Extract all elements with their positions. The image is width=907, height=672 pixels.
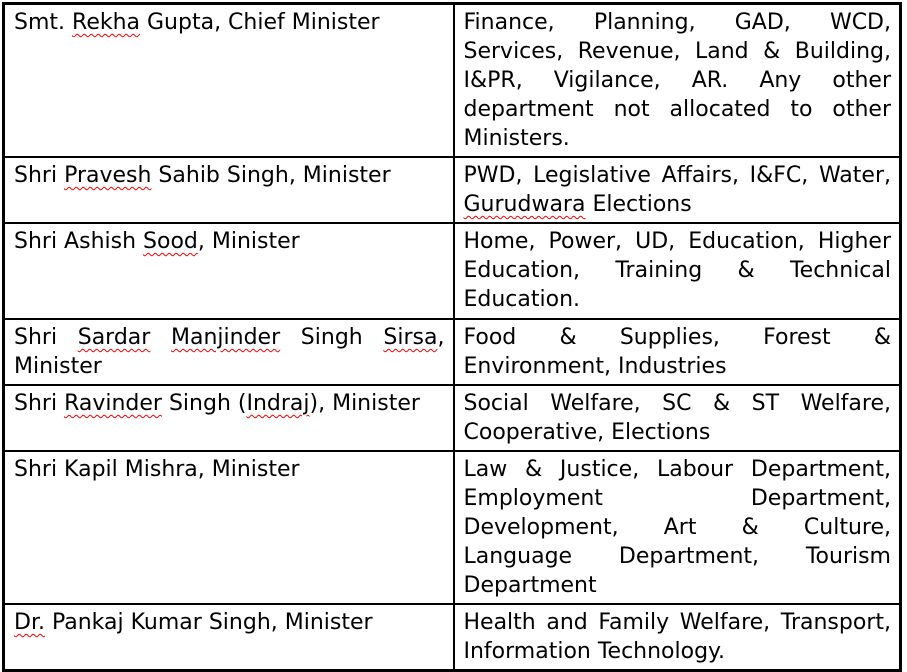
minister-name-cell: Shri Kapil Mishra, Minister (2, 450, 455, 605)
minister-name-cell: Shri Pravesh Sahib Singh, Minister (2, 156, 455, 224)
table-row: Smt. Rekha Gupta, Chief Minister Finance… (2, 2, 902, 158)
portfolio-cell: Law & Justice, Labour Department, Employ… (452, 450, 902, 605)
cell-text (150, 325, 171, 350)
misspelled-word: Indraj (246, 391, 310, 416)
table-row: Shri Kapil Mishra, Minister Law & Justic… (2, 450, 902, 605)
cell-text: Shri (14, 163, 65, 188)
minister-name-cell: Shri Ashish Sood, Minister (2, 222, 455, 320)
cell-text: Shri (14, 325, 78, 350)
cell-text: Law & Justice, Labour Department, Employ… (463, 457, 892, 598)
table-row: Shri Sardar Manjinder Singh Sirsa, Minis… (2, 318, 902, 386)
table-row: Shri Pravesh Sahib Singh, Minister PWD, … (2, 156, 902, 224)
cell-text: Smt. (14, 10, 73, 35)
cell-text: Singh (280, 325, 384, 350)
cell-text: Finance, Planning, GAD, WCD, Services, R… (463, 10, 892, 151)
misspelled-word: Pravesh (64, 163, 152, 188)
cell-text: Sahib Singh, Minister (151, 163, 391, 188)
minister-name-cell: Smt. Rekha Gupta, Chief Minister (2, 2, 455, 158)
portfolio-cell: Food & Supplies, Forest & Environment, I… (452, 318, 902, 386)
cell-text: Home, Power, UD, Education, Higher Educa… (463, 229, 892, 312)
minister-name-cell: Dr. Pankaj Kumar Singh, Minister (2, 603, 455, 672)
portfolio-cell: Health and Family Welfare, Transport, In… (452, 603, 902, 672)
minister-name-cell: Shri Ravinder Singh (Indraj), Minister (2, 384, 455, 452)
cell-text: Gupta, Chief Minister (140, 10, 380, 35)
table-row: Dr. Pankaj Kumar Singh, Minister Health … (2, 603, 902, 672)
portfolio-cell: Finance, Planning, GAD, WCD, Services, R… (452, 2, 902, 158)
minister-name-cell: Shri Sardar Manjinder Singh Sirsa, Minis… (2, 318, 455, 386)
cell-text: Singh ( (161, 391, 247, 416)
misspelled-word: Rekha (72, 10, 141, 35)
misspelled-word: Sood (143, 229, 198, 254)
cell-text: PWD, Legislative Affairs, I&FC, Water, (463, 163, 892, 188)
cell-text: Shri Kapil Mishra, Minister (14, 457, 300, 482)
cell-text: Elections (585, 192, 692, 217)
misspelled-word: Sardar (77, 325, 151, 350)
cell-text: Shri Ashish (14, 229, 144, 254)
misspelled-word: Manjinder (171, 325, 281, 350)
cell-text: Social Welfare, SC & ST Welfare, Coopera… (463, 391, 892, 445)
misspelled-word: Sirsa (383, 325, 438, 350)
portfolio-cell: PWD, Legislative Affairs, I&FC, Water, G… (452, 156, 902, 224)
misspelled-word: Dr. (14, 610, 45, 635)
cell-text: Shri (14, 391, 65, 416)
portfolio-cell: Home, Power, UD, Education, Higher Educa… (452, 222, 902, 320)
table-row: Shri Ashish Sood, Minister Home, Power, … (2, 222, 902, 320)
table-row: Shri Ravinder Singh (Indraj), Minister S… (2, 384, 902, 452)
cell-text: Pankaj Kumar Singh, Minister (44, 610, 373, 635)
misspelled-word: Gurudwara (463, 192, 586, 217)
cell-text: , Minister (14, 325, 445, 379)
cell-text: Health and Family Welfare, Transport, In… (463, 610, 892, 664)
cell-text: Food & Supplies, Forest & Environment, I… (463, 325, 892, 379)
cell-text: , Minister (197, 229, 300, 254)
misspelled-word: Ravinder (64, 391, 162, 416)
portfolio-cell: Social Welfare, SC & ST Welfare, Coopera… (452, 384, 902, 452)
cell-text: ), Minister (309, 391, 420, 416)
